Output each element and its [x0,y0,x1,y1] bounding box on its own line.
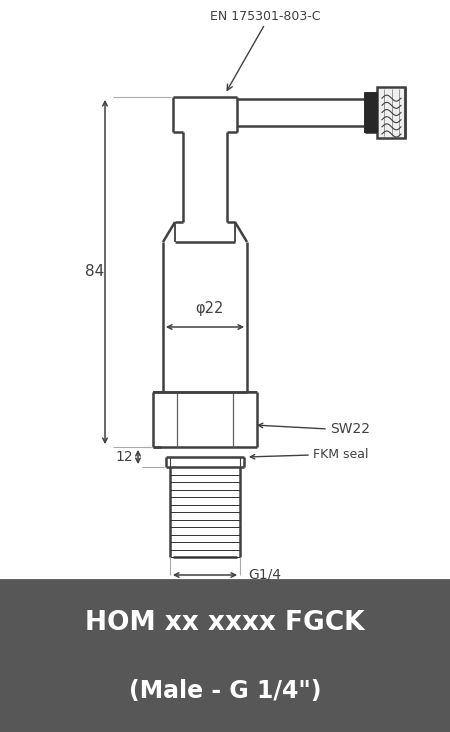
Bar [0,580,450,732]
Text: SW22: SW22 [330,422,370,436]
Text: φ22: φ22 [195,301,223,316]
Text: HOM xx xxxx FGCK: HOM xx xxxx FGCK [85,610,365,635]
Bar [365,93,377,132]
Text: 84: 84 [86,264,104,280]
Text: 12: 12 [115,450,133,464]
Bar [377,87,405,138]
Text: EN 175301-803-C: EN 175301-803-C [210,10,320,23]
Text: FKM seal: FKM seal [313,449,369,461]
Text: (Male - G 1/4"): (Male - G 1/4") [129,679,321,703]
Text: G1/4: G1/4 [248,568,281,582]
